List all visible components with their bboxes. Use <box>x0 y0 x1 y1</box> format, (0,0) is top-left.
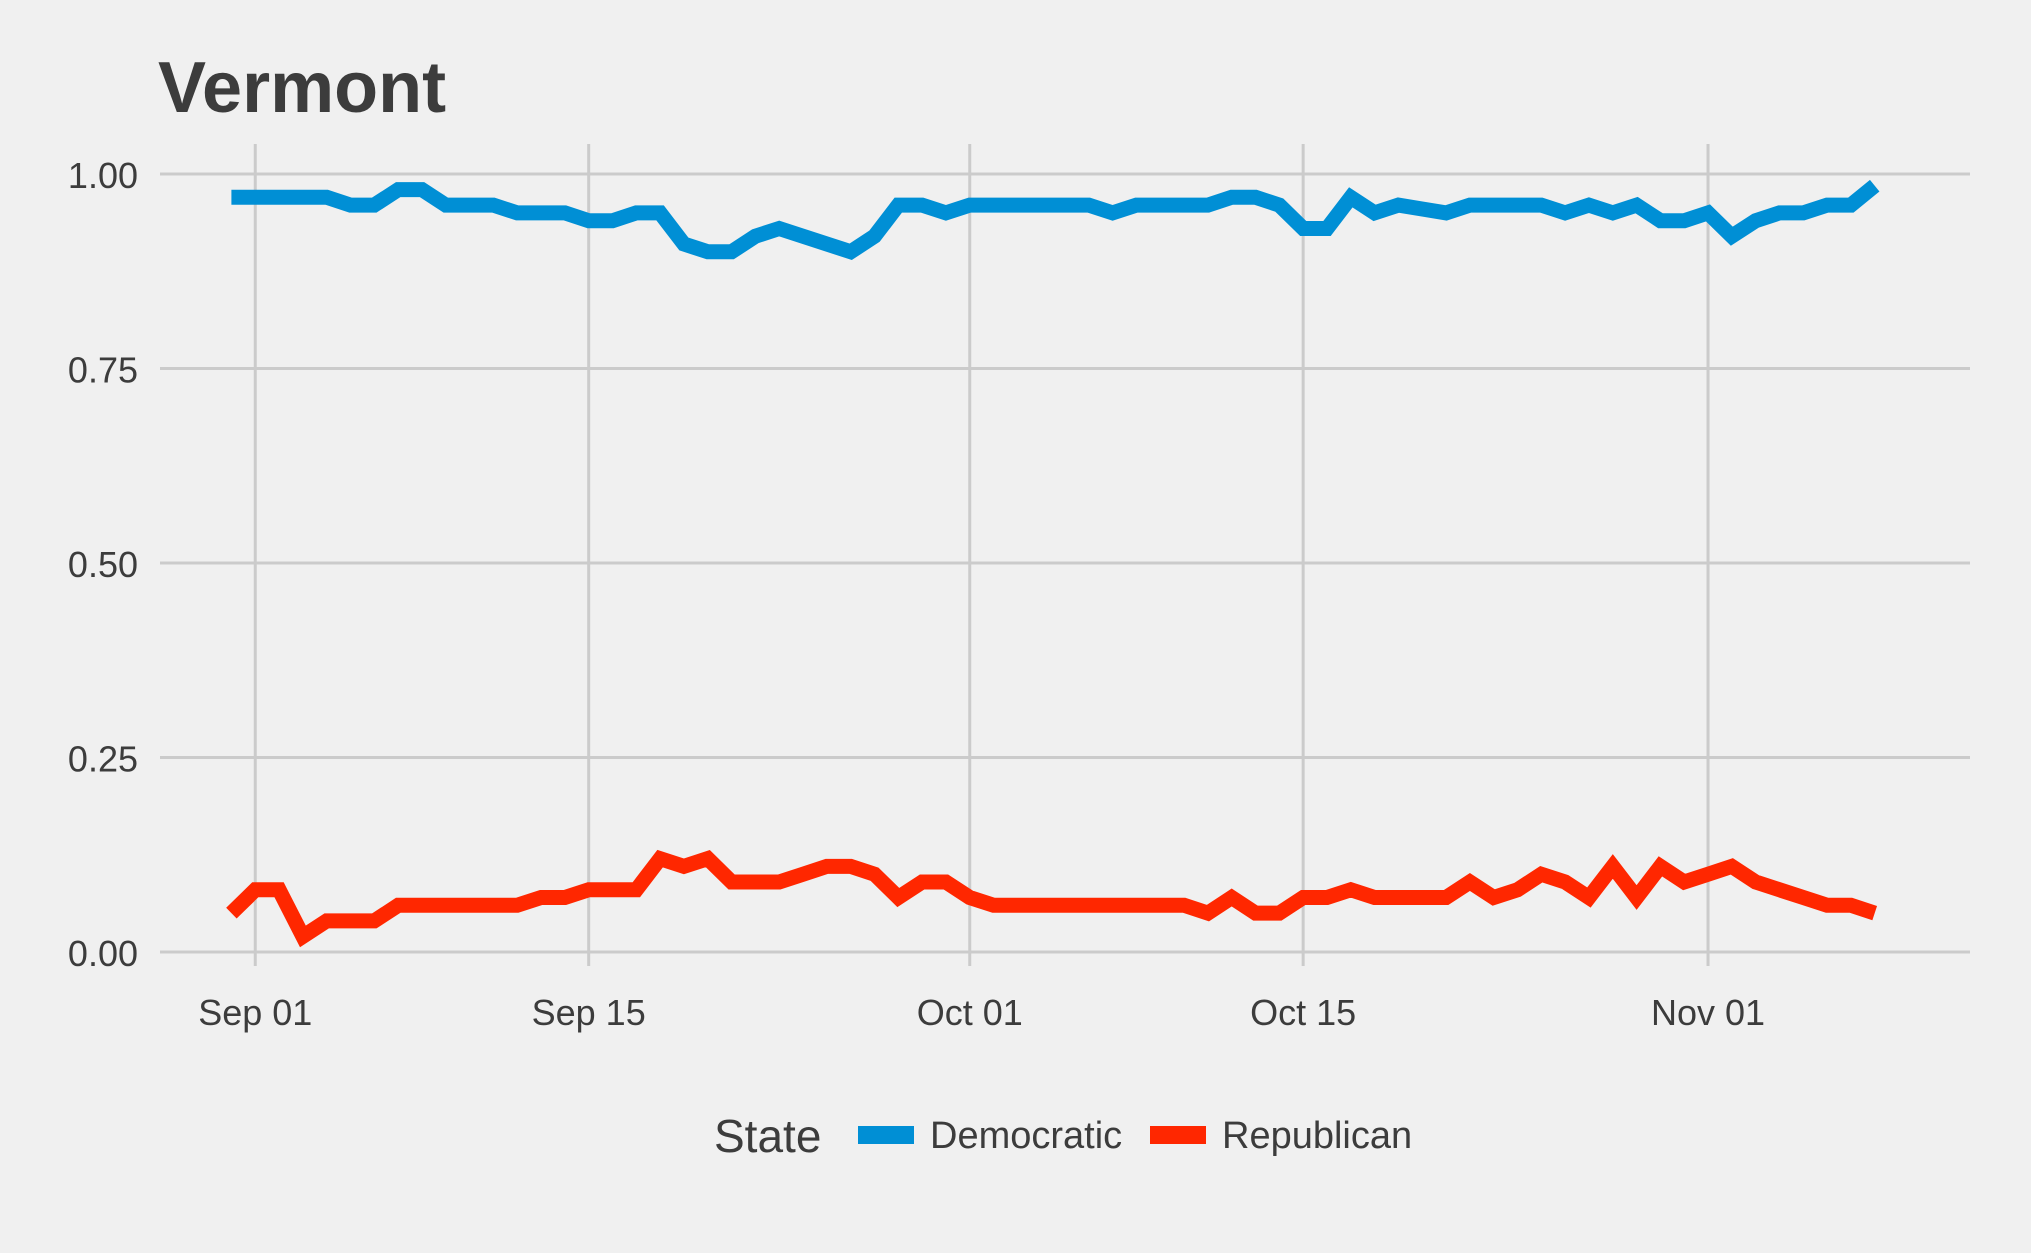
series-line-republican <box>226 849 1878 948</box>
legend-key-republican <box>1150 1126 1206 1144</box>
x-axis-ticks: Sep 01 Sep 15 Oct 01 Oct 15 Nov 01 <box>198 992 1765 1033</box>
legend-label-republican: Republican <box>1222 1115 1412 1157</box>
y-tick-label: 1.00 <box>68 155 138 196</box>
legend-label-democratic: Democratic <box>930 1115 1122 1157</box>
y-tick-label: 0.50 <box>68 544 138 585</box>
x-tick-label: Sep 15 <box>532 992 646 1033</box>
y-tick-label: 0.25 <box>68 739 138 780</box>
grid <box>160 144 1970 966</box>
legend-key-democratic <box>858 1126 914 1144</box>
y-axis-ticks: 0.00 0.25 0.50 0.75 1.00 <box>68 155 138 974</box>
x-tick-label: Oct 15 <box>1250 992 1356 1033</box>
y-tick-label: 0.75 <box>68 350 138 391</box>
legend: State Democratic Republican <box>714 1110 1412 1162</box>
y-tick-label: 0.00 <box>68 933 138 974</box>
series-lines <box>226 179 1880 948</box>
x-tick-label: Nov 01 <box>1651 992 1765 1033</box>
chart-title: Vermont <box>158 48 446 128</box>
x-tick-label: Oct 01 <box>917 992 1023 1033</box>
x-tick-label: Sep 01 <box>198 992 312 1033</box>
legend-title: State <box>714 1110 821 1162</box>
series-line-democratic <box>231 179 1880 261</box>
